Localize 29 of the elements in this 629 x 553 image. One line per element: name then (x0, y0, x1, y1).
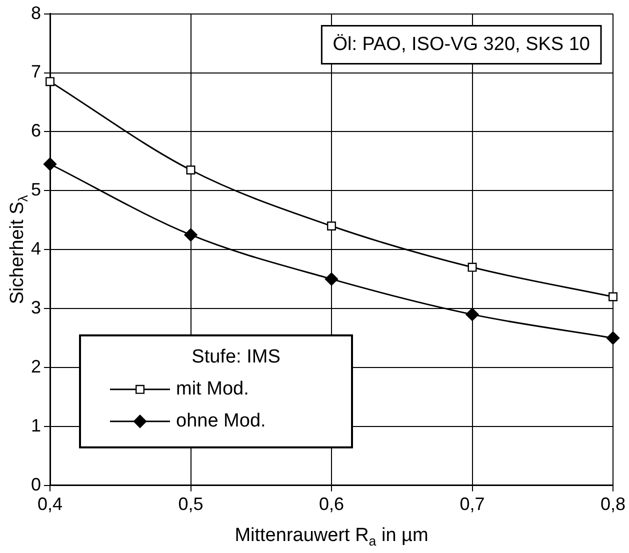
y-tick-label: 8 (30, 2, 42, 23)
legend-label: ohne Mod. (176, 410, 266, 432)
point (608, 292, 618, 302)
point (606, 331, 620, 345)
x-tick-label: 0,8 (600, 494, 626, 514)
legend-title: Stufe: IMS (192, 346, 280, 368)
y-tick-label: 7 (30, 62, 42, 82)
y-tick-label: 2 (30, 356, 42, 376)
point (184, 228, 198, 242)
point (468, 262, 477, 272)
annotation: Öl: PAO, ISO-VG 320, SKS 10 (332, 34, 590, 56)
point (327, 222, 336, 231)
y-tick-label: 0 (30, 474, 42, 494)
y-tick-label: 6 (30, 120, 42, 141)
point (46, 77, 54, 86)
x-tick-label: 0,6 (318, 494, 344, 514)
y-tick-label: 3 (30, 298, 42, 318)
y-tick-label: 1 (30, 415, 42, 436)
point (186, 166, 196, 175)
point (43, 158, 57, 171)
x-tick-label: 0,5 (178, 494, 204, 514)
point (324, 272, 338, 286)
y-tick-label: 4 (30, 238, 42, 259)
x-tick-label: 0,7 (460, 494, 485, 514)
y-axis-title: Sicherheit Sλ (7, 194, 30, 304)
x-tick-label: 0,4 (37, 494, 63, 514)
y-tick-label: 5 (30, 180, 42, 200)
legend-label: mit Mod. (176, 378, 249, 400)
point (466, 308, 479, 322)
